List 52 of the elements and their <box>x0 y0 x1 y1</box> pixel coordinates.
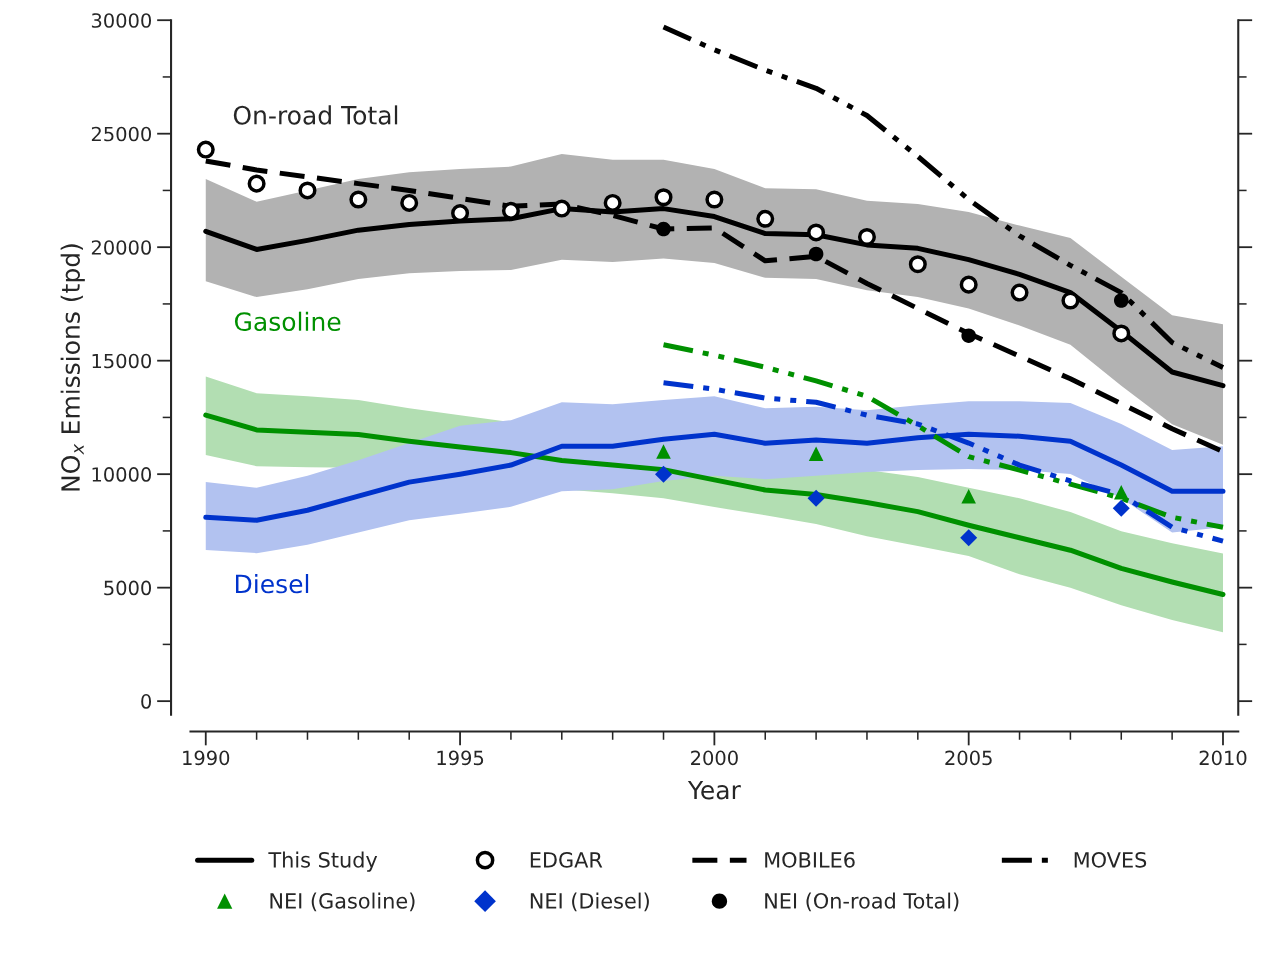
point <box>656 221 671 237</box>
point <box>961 488 976 504</box>
y-tick-label: 30000 <box>91 13 152 28</box>
point <box>196 140 215 159</box>
y-tick-label: 0 <box>141 694 152 709</box>
point <box>705 190 724 209</box>
point <box>1112 324 1131 343</box>
x-tick-label: 1990 <box>183 750 230 766</box>
annotation: On-road Total <box>233 105 398 125</box>
point <box>959 275 978 294</box>
x-tick-label: 2000 <box>691 750 738 766</box>
point <box>1061 291 1080 310</box>
legend-label: MOBILE6 <box>765 851 855 868</box>
point <box>400 193 419 212</box>
legend-label: EDGAR <box>530 851 603 868</box>
x-tick-label: 2010 <box>1199 750 1247 766</box>
point <box>349 190 368 209</box>
point <box>298 181 317 200</box>
point <box>807 223 826 242</box>
legend-label: MOVES <box>1074 851 1147 868</box>
point <box>808 446 824 462</box>
y-tick-label: 25000 <box>91 126 152 142</box>
legend-label: NEI (Diesel) <box>530 892 649 912</box>
point <box>960 529 978 547</box>
point <box>552 199 571 218</box>
point <box>1113 293 1129 308</box>
x-tick-label: 1995 <box>437 750 484 766</box>
text: Gasoline <box>234 311 341 332</box>
y-tick-label: 20000 <box>91 240 152 255</box>
point <box>1010 283 1029 302</box>
point <box>756 209 775 228</box>
point <box>656 444 671 459</box>
y-tick-label: 15000 <box>92 353 152 369</box>
point <box>908 255 927 274</box>
point <box>1112 499 1130 517</box>
point <box>807 489 825 507</box>
point <box>961 328 976 343</box>
x-tick-label: 2005 <box>945 750 992 766</box>
point <box>654 188 673 207</box>
legend-label: NEI (On-road Total) <box>765 892 959 912</box>
y-tick-label: 10000 <box>92 467 152 482</box>
point <box>603 193 622 212</box>
x-axis-title: Year <box>687 780 741 800</box>
text: Diesel <box>235 573 309 594</box>
point <box>1113 485 1129 500</box>
y-axis-title: NO$_{x}$ Emissions (tpd) <box>60 244 85 491</box>
y-tick-label: 5000 <box>104 580 152 596</box>
legend-label: NEI (Gasoline) <box>270 892 415 912</box>
point <box>655 465 673 483</box>
point <box>808 246 824 262</box>
point <box>247 174 266 193</box>
legend-label: This Study <box>268 851 378 872</box>
